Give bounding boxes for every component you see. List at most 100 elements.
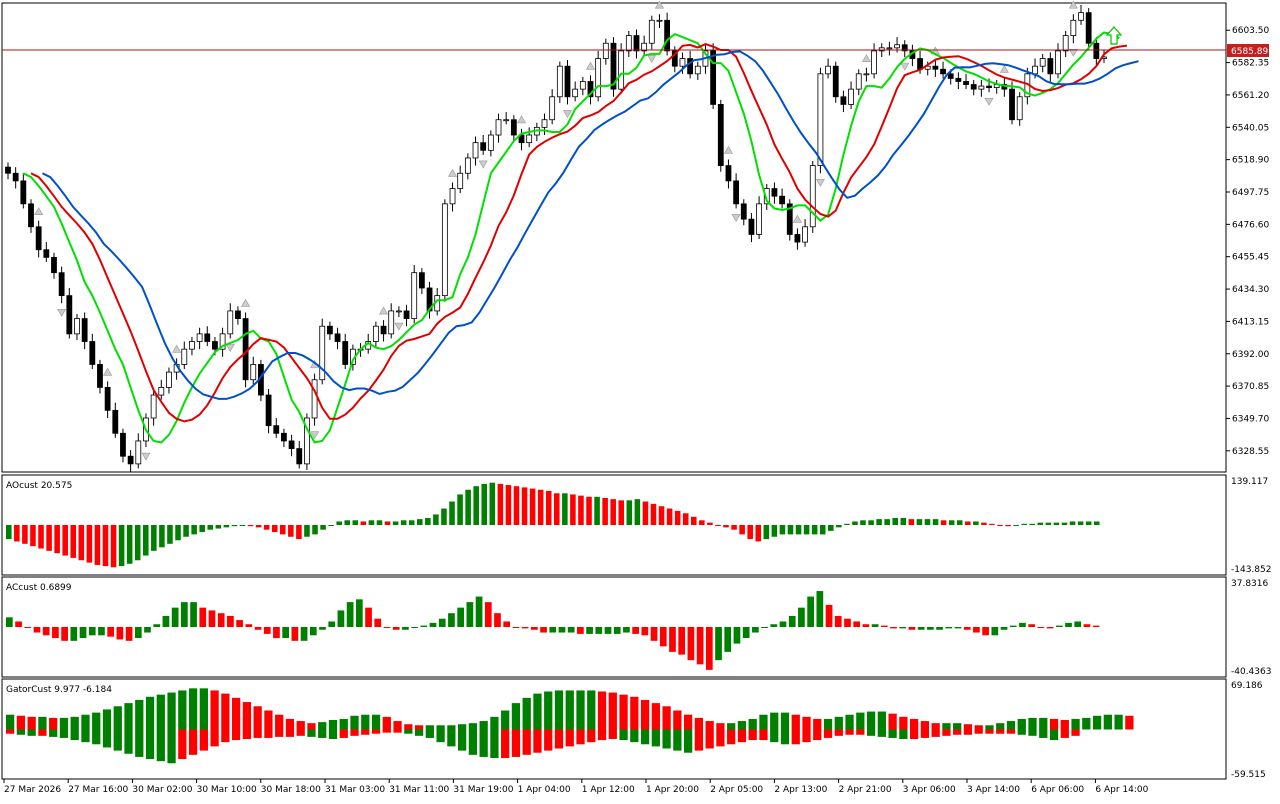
ac-bar xyxy=(125,627,133,641)
gator-lower-bar xyxy=(511,729,521,757)
ao-bar xyxy=(255,525,262,528)
time-tick-label: 3 Apr 06:00 xyxy=(903,785,956,795)
ac-bar xyxy=(577,627,584,634)
ao-bar xyxy=(956,520,963,525)
candle-body xyxy=(296,448,303,465)
candle-body xyxy=(273,425,280,434)
time-axis[interactable]: 27 Mar 2026 27 Mar 16:00 30 Mar 02:00 30 Ma… xyxy=(3,779,1149,795)
ac-bar xyxy=(1019,622,1026,627)
ac-bar xyxy=(144,627,151,633)
candle-body xyxy=(955,78,962,82)
candle-body xyxy=(288,440,295,449)
gator-upper-bar xyxy=(662,706,671,730)
candle-body xyxy=(541,119,548,128)
ao-histogram xyxy=(6,482,1100,568)
candle-body xyxy=(441,203,448,297)
gator-upper-bar xyxy=(382,716,391,730)
gator-upper-bar xyxy=(931,723,940,730)
gator-upper-bar xyxy=(522,697,531,730)
ao-bar xyxy=(110,525,117,568)
gator-upper-bar xyxy=(92,712,101,730)
candle-body xyxy=(618,50,625,90)
gator-lower-bar xyxy=(38,729,47,736)
ao-bar xyxy=(610,499,616,525)
gator-upper-bar xyxy=(1071,718,1080,730)
gator-lower-bar xyxy=(748,729,757,741)
ac-bar xyxy=(475,596,483,627)
gator-lower-bar xyxy=(49,729,58,737)
ac-bar xyxy=(254,627,262,630)
ao-bar xyxy=(1005,525,1011,527)
ao-bar xyxy=(715,525,721,526)
ac-min-label: -40.4363 xyxy=(1231,667,1271,677)
candle-body xyxy=(388,310,395,335)
ac-bar xyxy=(448,613,455,627)
ac-bar xyxy=(917,627,925,630)
candle-body xyxy=(564,65,571,98)
gator-lower-bar xyxy=(81,729,90,743)
gator-lower-bar xyxy=(102,729,112,748)
candle-body xyxy=(372,325,379,342)
ao-bar xyxy=(570,494,576,525)
ao-bar xyxy=(844,523,850,525)
gator-lower-bar xyxy=(985,729,994,734)
ao-bar xyxy=(457,494,463,525)
gator-lower-bar xyxy=(554,729,564,749)
ac-bar xyxy=(641,627,649,636)
gator-upper-bar xyxy=(565,690,574,730)
time-tick-label: 31 Mar 19:00 xyxy=(453,785,513,795)
ac-bar xyxy=(715,627,722,661)
fractal-down-icon xyxy=(731,214,741,223)
gator-lower-bar xyxy=(802,729,811,743)
candle-body xyxy=(610,42,617,90)
gator-lower-bar xyxy=(522,729,531,755)
ao-bar xyxy=(489,482,496,525)
ao-bar xyxy=(336,521,342,525)
gator-lower-bar xyxy=(716,729,725,747)
ao-bar xyxy=(1037,522,1044,525)
gator-lower-bar xyxy=(275,729,284,737)
ao-bar xyxy=(271,525,278,533)
ao-bar xyxy=(1061,522,1068,525)
candle-body xyxy=(871,50,877,75)
candle-body xyxy=(395,310,402,313)
gator-lower-bar xyxy=(1071,729,1080,736)
gator-upper-bar xyxy=(27,716,36,730)
ac-bar xyxy=(696,627,704,665)
gator-upper-bar xyxy=(447,725,456,730)
ao-bar xyxy=(159,525,165,548)
ac-bar xyxy=(632,627,639,634)
price-tick-label: 6434.30 xyxy=(1232,285,1269,295)
gator-upper-bar xyxy=(1039,717,1048,730)
gator-upper-bar xyxy=(156,694,165,730)
gator-lower-bar xyxy=(135,729,144,757)
gator-upper-bar xyxy=(458,724,467,730)
candle-body xyxy=(855,73,862,90)
gator-upper-bar xyxy=(856,712,865,730)
price-tick-label: 6370.85 xyxy=(1232,382,1269,392)
candle-body xyxy=(104,387,111,411)
price-tick-label: 6328.55 xyxy=(1232,447,1269,457)
ac-bar xyxy=(844,618,851,627)
ao-bar xyxy=(425,517,431,525)
price-axis[interactable]: 6603.50 6582.35 6561.20 6540.05 6518.90 6497.… xyxy=(1226,26,1269,457)
ac-bar xyxy=(871,624,879,627)
gator-upper-bar xyxy=(81,714,90,730)
fractal-down-icon xyxy=(900,62,910,71)
time-tick-label: 2 Apr 21:00 xyxy=(839,785,892,795)
ac-bar xyxy=(420,625,428,627)
gator-lower-bar xyxy=(264,729,273,738)
ac-panel-frame xyxy=(1,576,1227,678)
ao-bar xyxy=(811,525,818,535)
candle-body xyxy=(81,318,88,342)
ac-max-label: 37.8316 xyxy=(1231,579,1268,589)
candle-body xyxy=(763,188,770,205)
candle-body xyxy=(304,417,310,465)
ac-bar xyxy=(484,602,492,627)
gator-upper-bar xyxy=(232,697,241,730)
gator-lower-bar xyxy=(307,729,316,737)
fractal-up-icon xyxy=(448,168,458,177)
fractal-up-icon xyxy=(103,367,113,376)
